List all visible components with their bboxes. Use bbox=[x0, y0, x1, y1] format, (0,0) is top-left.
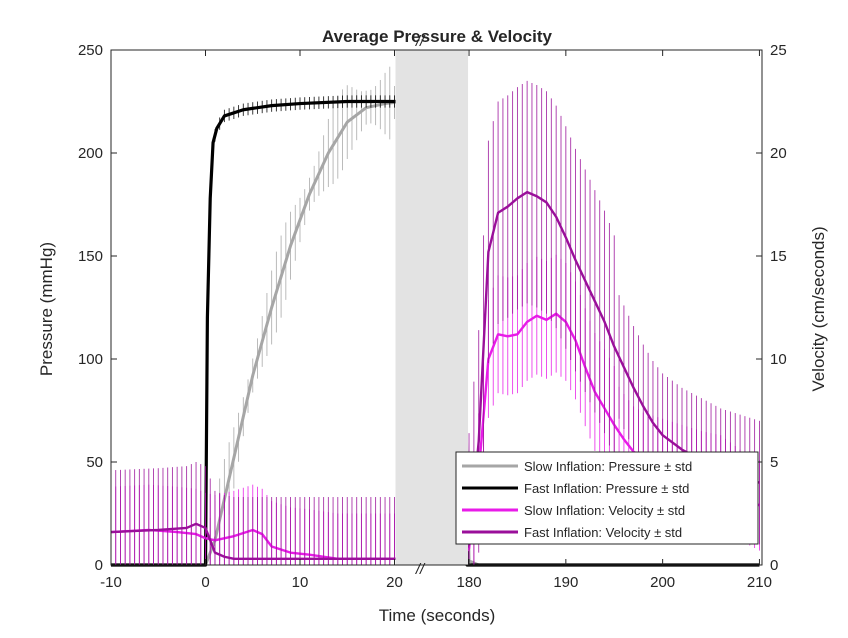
series-4-line bbox=[110, 190, 760, 561]
plot-area: -10 0 10 20 180 190 200 21005010015020025005101… bbox=[78, 33, 787, 591]
chart-title: Average Pressure & Velocity bbox=[322, 27, 552, 46]
x-tick-label: 180 bbox=[457, 574, 482, 591]
x-tick-label: 0 bbox=[201, 574, 209, 591]
x-tick-label: 200 bbox=[650, 574, 675, 591]
y-left-tick-label: 200 bbox=[78, 145, 103, 162]
y-right-tick-label: 0 bbox=[770, 557, 778, 574]
x-tick-label: 190 bbox=[553, 574, 578, 591]
y-left-tick-label: 250 bbox=[78, 42, 103, 59]
x-tick-label: 20 bbox=[386, 574, 403, 591]
legend-label-2: Fast Inflation: Pressure ± std bbox=[524, 481, 689, 496]
x-tick-label: -10 bbox=[100, 574, 122, 591]
y-right-tick-label: 25 bbox=[770, 42, 787, 59]
axis-break-marker-top: // bbox=[415, 33, 426, 50]
y-left-tick-label: 0 bbox=[95, 557, 103, 574]
legend-label-3: Slow Inflation: Velocity ± std bbox=[524, 503, 685, 518]
y-right-tick-label: 15 bbox=[770, 248, 787, 265]
axis-break-marker-bottom: // bbox=[415, 561, 426, 578]
x-tick-label: 210 bbox=[747, 574, 772, 591]
legend: Slow Inflation: Pressure ± std Fast Infla… bbox=[455, 451, 759, 545]
y-right-tick-label: 10 bbox=[770, 351, 787, 368]
y-left-tick-label: 150 bbox=[78, 248, 103, 265]
x-axis-label: Time (seconds) bbox=[379, 606, 496, 625]
y-axis-right-label: Velocity (cm/seconds) bbox=[809, 226, 828, 391]
y-right-tick-label: 5 bbox=[770, 454, 778, 471]
legend-label-1: Slow Inflation: Pressure ± std bbox=[524, 459, 692, 474]
y-left-tick-label: 50 bbox=[86, 454, 103, 471]
x-tick-label: 10 bbox=[292, 574, 309, 591]
legend-label-4: Fast Inflation: Velocity ± std bbox=[524, 525, 682, 540]
y-axis-left-label: Pressure (mmHg) bbox=[37, 242, 56, 376]
y-left-tick-label: 100 bbox=[78, 351, 103, 368]
y-right-tick-label: 20 bbox=[770, 145, 787, 162]
plot-frame bbox=[110, 49, 763, 566]
series-4-errorbars bbox=[110, 80, 760, 565]
